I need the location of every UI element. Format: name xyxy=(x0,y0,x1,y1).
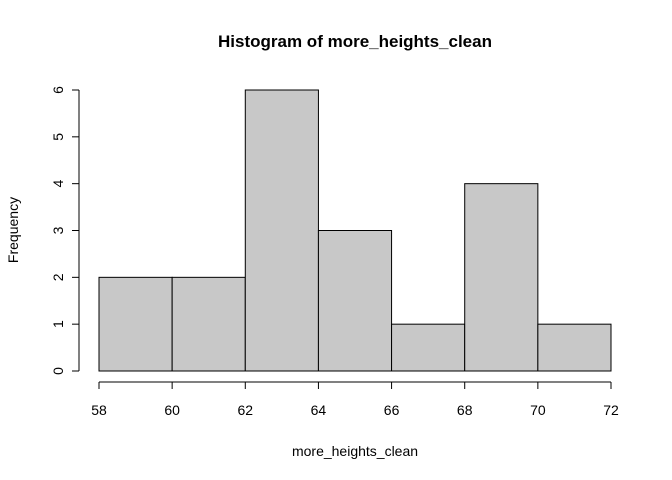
histogram-bar-5 xyxy=(464,183,539,372)
y-tick-label-4: 4 xyxy=(50,180,66,188)
x-tick-label-4: 66 xyxy=(384,402,400,418)
x-tick-label-1: 60 xyxy=(164,402,180,418)
y-tick-label-2: 2 xyxy=(50,273,66,281)
x-axis: 58 60 62 64 66 68 70 72 xyxy=(91,381,619,418)
y-axis-label: Frequency xyxy=(5,197,21,263)
histogram-bar-3 xyxy=(317,230,393,372)
y-tick-label-0: 0 xyxy=(50,367,66,375)
y-axis: 0 1 2 3 4 5 6 xyxy=(50,86,80,375)
histogram-bar-2 xyxy=(244,89,319,372)
chart-title: Histogram of more_heights_clean xyxy=(218,32,492,51)
x-tick-label-2: 62 xyxy=(237,402,253,418)
y-tick-label-1: 1 xyxy=(50,320,66,328)
x-tick-label-7: 72 xyxy=(603,402,619,418)
y-tick-label-6: 6 xyxy=(50,86,66,94)
histogram-bar-6 xyxy=(537,323,612,372)
x-tick-label-5: 68 xyxy=(457,402,473,418)
x-tick-label-3: 64 xyxy=(311,402,327,418)
y-tick-label-3: 3 xyxy=(50,226,66,234)
y-tick-label-5: 5 xyxy=(50,133,66,141)
bars-group xyxy=(98,89,612,372)
histogram-bar-4 xyxy=(391,323,466,372)
histogram-bar-0 xyxy=(98,276,173,372)
x-axis-label: more_heights_clean xyxy=(292,443,418,459)
histogram-bar-1 xyxy=(171,276,246,372)
x-tick-label-0: 58 xyxy=(91,402,107,418)
x-tick-label-6: 70 xyxy=(530,402,546,418)
